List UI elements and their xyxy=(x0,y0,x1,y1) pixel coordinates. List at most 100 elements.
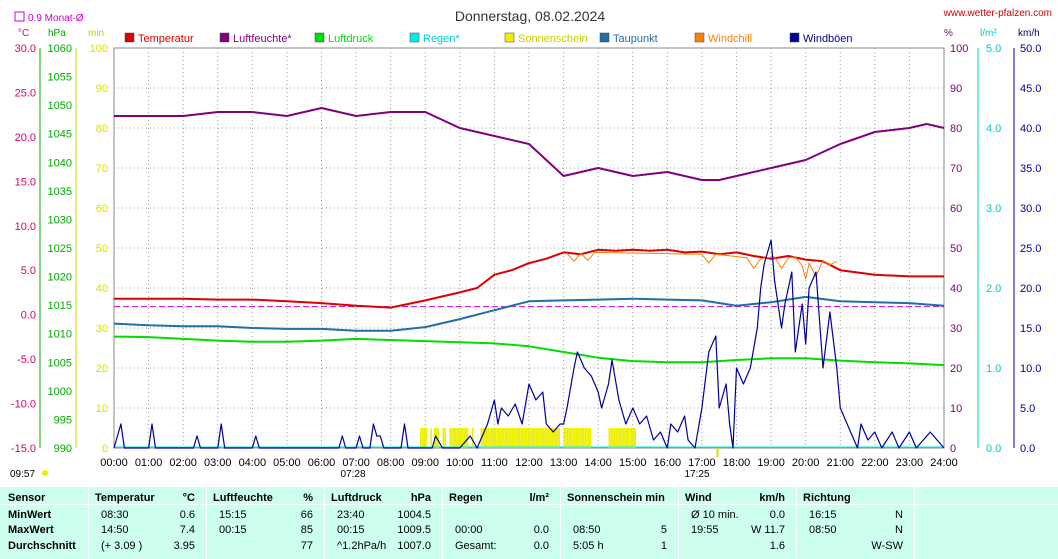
sunshine-bar xyxy=(518,428,521,448)
axis-tick-temp: -5.0 xyxy=(17,354,36,366)
series-windb-en xyxy=(113,239,945,449)
table-cell-value: N xyxy=(895,524,903,536)
axis-tick-minutes: 70 xyxy=(96,163,108,175)
axis-tick-pressure: 1030 xyxy=(48,214,72,226)
sunshine-bar xyxy=(458,428,460,448)
table-cell-value: 1007.0 xyxy=(397,540,431,552)
axis-tick-wind: 20.0 xyxy=(1020,283,1041,295)
table-cell-label: Ø 10 min. xyxy=(691,509,739,521)
axis-tick-rain: 0.0 xyxy=(986,443,1001,455)
sunshine-bar xyxy=(625,428,628,448)
site-url[interactable]: www.wetter-pfalzen.com xyxy=(943,8,1052,19)
sunshine-bar xyxy=(584,428,586,448)
axis-tick-wind: 0.0 xyxy=(1020,443,1035,455)
table-header: Wind xyxy=(685,492,712,504)
sunshine-bar xyxy=(582,428,585,448)
month-avg-label: 0.9 Monat-Ø xyxy=(28,13,84,24)
axis-tick-rain: 5.0 xyxy=(986,43,1001,55)
sunshine-bar xyxy=(553,428,555,448)
sunshine-bar xyxy=(520,428,522,448)
sunshine-bar xyxy=(503,428,505,448)
x-tick-label: 20:00 xyxy=(792,457,820,469)
x-tick-label: 18:00 xyxy=(723,457,751,469)
sunshine-bar xyxy=(587,428,590,448)
axis-tick-minutes: 80 xyxy=(96,123,108,135)
weather-chart: 30.0 25.0 20.0 15.0 10.0 5.0 0.0 -5.0 -10.0 -15.0… xyxy=(10,8,1052,480)
sunshine-bar xyxy=(529,428,531,448)
axis-tick-humidity: 40 xyxy=(950,283,962,295)
sunshine-bar xyxy=(549,428,552,448)
series-luftfeuchte- xyxy=(114,107,945,181)
x-tick-label: 00:00 xyxy=(100,457,128,469)
table-header: Sonnenschein min xyxy=(567,492,665,504)
axis-tick-minutes: 20 xyxy=(96,363,108,375)
axis-tick-humidity: 60 xyxy=(950,203,962,215)
sunshine-bar xyxy=(541,428,543,448)
axis-tick-humidity: 80 xyxy=(950,123,962,135)
sunshine-bar xyxy=(556,428,559,448)
axis-tick-wind: 35.0 xyxy=(1020,163,1041,175)
axis-tick-minutes: 100 xyxy=(90,43,108,55)
table-header: Temperatur xyxy=(95,492,155,504)
axis-tick-temp: 5.0 xyxy=(21,265,36,277)
axis-tick-pressure: 1000 xyxy=(48,386,72,398)
sunshine-bar xyxy=(515,428,517,448)
sunshine-bar xyxy=(425,428,427,448)
axis-tick-minutes: 30 xyxy=(96,323,108,335)
sunshine-bar xyxy=(451,428,453,448)
axis-tick-wind: 15.0 xyxy=(1020,323,1041,335)
unit-temp: °C xyxy=(18,28,29,39)
legend-swatch xyxy=(314,32,325,43)
axis-tick-pressure: 1045 xyxy=(48,129,72,141)
sunshine-bar xyxy=(624,428,626,448)
sunshine-bar xyxy=(586,428,588,448)
x-tick-label: 23:00 xyxy=(896,457,924,469)
legend-swatch xyxy=(694,32,705,43)
sunshine-bar xyxy=(513,428,516,448)
axis-tick-pressure: 1015 xyxy=(48,300,72,312)
sunshine-bar xyxy=(442,428,445,448)
axis-tick-pressure: 1025 xyxy=(48,243,72,255)
sunshine-bar xyxy=(558,428,560,448)
sunshine-bar xyxy=(489,428,491,448)
axis-tick-wind: 10.0 xyxy=(1020,363,1041,375)
sunshine-bar xyxy=(575,428,578,448)
sunshine-bar xyxy=(539,428,541,448)
sunshine-bar xyxy=(563,428,566,448)
axis-tick-minutes: 40 xyxy=(96,283,108,295)
sunshine-bar xyxy=(608,428,611,448)
unit-minutes: min xyxy=(88,28,104,39)
table-cell-value: 1004.5 xyxy=(397,509,431,521)
x-tick-label: 04:00 xyxy=(239,457,267,469)
axis-tick-minutes: 90 xyxy=(96,83,108,95)
series-luftdruck xyxy=(113,335,945,367)
axis-tick-temp: 0.0 xyxy=(21,310,36,322)
table-cell-value: 85 xyxy=(300,524,313,536)
sunshine-bar xyxy=(568,428,571,448)
x-tick-label: 14:00 xyxy=(584,457,612,469)
x-tick-label: 13:00 xyxy=(550,457,578,469)
sunshine-bar xyxy=(454,428,457,448)
sunshine-bar xyxy=(490,428,493,448)
sunshine-bar xyxy=(496,428,498,448)
legend-item: Sonnenschein xyxy=(518,33,588,45)
sunshine-bar xyxy=(499,428,502,448)
table-unit: °C xyxy=(182,492,195,504)
sunshine-bar xyxy=(629,428,631,448)
axis-tick-temp: -15.0 xyxy=(11,443,36,455)
sunset-time: 17:25 xyxy=(684,469,709,480)
sunshine-bar xyxy=(494,428,497,448)
x-tick-label: 24:00 xyxy=(930,457,958,469)
axis-tick-rain: 3.0 xyxy=(986,203,1001,215)
sunshine-bar xyxy=(579,428,581,448)
x-tick-label: 03:00 xyxy=(204,457,232,469)
table-cell-value: W-SW xyxy=(871,540,903,552)
sunshine-bar xyxy=(423,428,426,448)
sunshine-bar xyxy=(444,428,446,448)
table-cell-value: 1.6 xyxy=(769,540,785,552)
axis-tick-pressure: 1060 xyxy=(48,43,72,55)
table-cell-label: 00:15 xyxy=(219,524,247,536)
axis-tick-humidity: 90 xyxy=(950,83,962,95)
axis-tick-rain: 2.0 xyxy=(986,283,1001,295)
axis-tick-pressure: 1005 xyxy=(48,357,72,369)
